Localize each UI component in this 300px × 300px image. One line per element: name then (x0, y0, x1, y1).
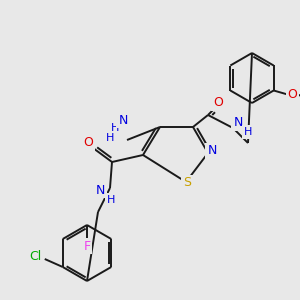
Text: N: N (233, 116, 243, 130)
Text: O: O (83, 136, 93, 149)
Text: H: H (244, 127, 252, 137)
Text: N: N (207, 145, 217, 158)
Text: N: N (95, 184, 105, 196)
Text: F: F (83, 239, 91, 253)
Text: H: H (111, 123, 119, 133)
Text: H: H (107, 195, 115, 205)
Text: S: S (183, 176, 191, 190)
Text: O: O (213, 97, 223, 110)
Text: O: O (288, 88, 298, 101)
Text: H: H (106, 133, 114, 143)
Text: Cl: Cl (30, 250, 42, 263)
Text: N: N (118, 113, 128, 127)
